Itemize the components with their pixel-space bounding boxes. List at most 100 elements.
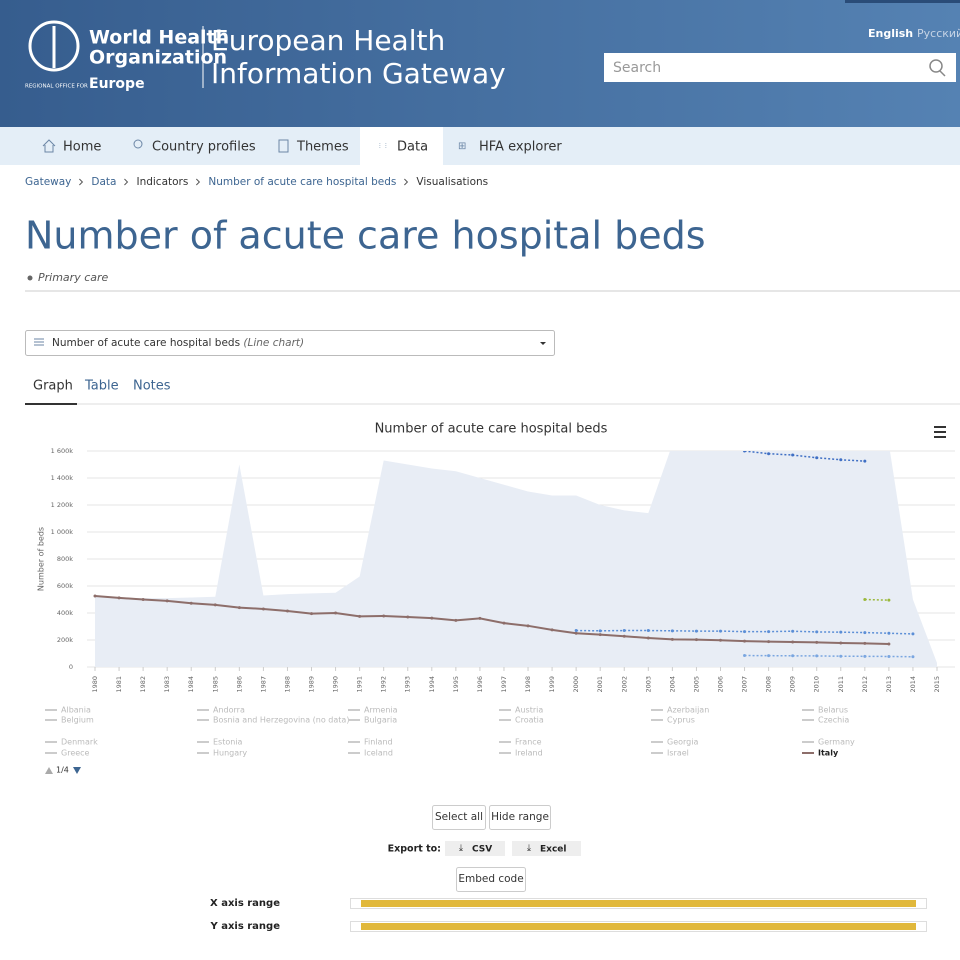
- series-point: [502, 621, 506, 625]
- tab[interactable]: Notes: [133, 379, 171, 394]
- nav-item[interactable]: Country profiles: [152, 140, 256, 155]
- chart-menu[interactable]: [934, 426, 946, 438]
- legend-item[interactable]: Finland: [364, 738, 393, 747]
- x-tick-label: 1988: [283, 676, 291, 693]
- legend-item[interactable]: Albania: [61, 706, 91, 715]
- button[interactable]: [445, 841, 505, 856]
- button[interactable]: [432, 805, 486, 830]
- legend-page: 1/4: [56, 766, 69, 775]
- button[interactable]: [512, 841, 581, 856]
- slider-range[interactable]: [361, 923, 916, 930]
- breadcrumb-item[interactable]: Gateway: [25, 176, 71, 188]
- search-icon[interactable]: [929, 59, 943, 73]
- x-tick-label: 1996: [476, 676, 484, 693]
- series-point: [863, 641, 867, 645]
- chart-selector[interactable]: [25, 330, 555, 356]
- tab[interactable]: Table: [84, 379, 119, 394]
- series-point: [670, 629, 674, 633]
- tag-icon: [27, 275, 33, 281]
- legend-next[interactable]: [73, 767, 81, 774]
- legend-item[interactable]: Ireland: [515, 749, 543, 758]
- header-accent: [845, 0, 960, 3]
- button-label: Excel: [540, 845, 566, 855]
- legend-item[interactable]: Georgia: [667, 738, 698, 747]
- series-point: [767, 630, 771, 634]
- x-tick-label: 1995: [452, 676, 460, 693]
- legend-item[interactable]: Azerbaijan: [667, 706, 709, 715]
- category[interactable]: Primary care: [38, 271, 109, 284]
- series-point: [622, 634, 626, 638]
- nav-item[interactable]: HFA explorer: [479, 140, 562, 155]
- legend-item[interactable]: Denmark: [61, 738, 98, 747]
- series-point: [791, 453, 795, 457]
- legend-item[interactable]: Cyprus: [667, 716, 695, 725]
- legend-item[interactable]: Germany: [818, 738, 855, 747]
- search-box[interactable]: [604, 53, 956, 82]
- series-point: [189, 601, 193, 605]
- legend-item[interactable]: Bosnia and Herzegovina (no data): [213, 716, 349, 725]
- x-tick-label: 1982: [139, 676, 147, 693]
- series-point: [815, 630, 819, 634]
- series-point: [839, 458, 843, 462]
- site-title: European Health: [211, 24, 445, 57]
- dropdown-arrow[interactable]: [540, 342, 546, 345]
- x-tick-label: 2002: [620, 676, 628, 693]
- legend-item[interactable]: Belarus: [818, 706, 848, 715]
- legend-item[interactable]: Greece: [61, 749, 90, 758]
- download-icon: ⤓: [459, 844, 463, 854]
- series-point: [791, 629, 795, 633]
- language[interactable]: English: [868, 27, 913, 40]
- nav-item[interactable]: Data: [397, 140, 428, 155]
- legend-item[interactable]: Estonia: [213, 738, 243, 747]
- button[interactable]: [456, 867, 526, 892]
- legend-item[interactable]: Croatia: [515, 716, 544, 725]
- series-point: [406, 615, 410, 619]
- breadcrumb-item[interactable]: Data: [91, 176, 116, 188]
- breadcrumb-item[interactable]: Number of acute care hospital beds: [208, 176, 396, 188]
- y-tick-label: 0: [69, 663, 73, 671]
- series-point: [141, 598, 145, 601]
- button-label: Select all: [435, 811, 483, 823]
- legend-item[interactable]: Italy: [818, 749, 839, 758]
- series-point: [382, 614, 386, 618]
- search-placeholder: Search: [613, 60, 661, 76]
- x-tick-label: 2005: [692, 676, 700, 693]
- x-tick-label: 1997: [500, 676, 508, 693]
- legend-prev[interactable]: [45, 767, 53, 774]
- legend-item[interactable]: Austria: [515, 706, 543, 715]
- language[interactable]: Русский: [917, 27, 960, 40]
- series-point: [358, 614, 362, 618]
- who-logo: [28, 20, 80, 72]
- series-point: [863, 598, 867, 601]
- nav-item[interactable]: Themes: [296, 140, 349, 155]
- legend-item[interactable]: Belgium: [61, 716, 94, 725]
- x-tick-label: 1981: [115, 676, 123, 693]
- breadcrumb-sep: [195, 178, 201, 186]
- legend-item[interactable]: Hungary: [213, 749, 247, 758]
- tab[interactable]: Graph: [33, 379, 73, 394]
- nav-item[interactable]: Home: [63, 140, 101, 155]
- series-point: [887, 654, 891, 658]
- series-point: [863, 654, 867, 658]
- series-point: [767, 654, 771, 658]
- x-tick-label: 1984: [187, 676, 195, 693]
- selector-text: Number of acute care hospital beds (Line…: [52, 337, 304, 349]
- x-tick-label: 2015: [933, 676, 941, 693]
- legend-item[interactable]: Armenia: [364, 706, 398, 715]
- legend-item[interactable]: Bulgaria: [364, 716, 397, 725]
- legend-item[interactable]: Andorra: [213, 706, 245, 715]
- regional-office: REGIONAL OFFICE FOR: [25, 84, 88, 90]
- button[interactable]: [489, 805, 551, 830]
- legend-item[interactable]: Czechia: [818, 716, 849, 725]
- y-tick-label: 600k: [57, 582, 73, 590]
- y-tick-label: 1 600k: [51, 447, 74, 455]
- slider-range[interactable]: [361, 900, 916, 907]
- selector-label: Number of acute care hospital beds: [52, 337, 240, 349]
- series-point: [887, 631, 891, 635]
- series-point: [598, 629, 602, 633]
- breadcrumb-sep: [79, 178, 84, 186]
- legend-item[interactable]: Iceland: [364, 749, 393, 758]
- legend-item[interactable]: France: [515, 738, 542, 747]
- legend-item[interactable]: Israel: [667, 749, 689, 758]
